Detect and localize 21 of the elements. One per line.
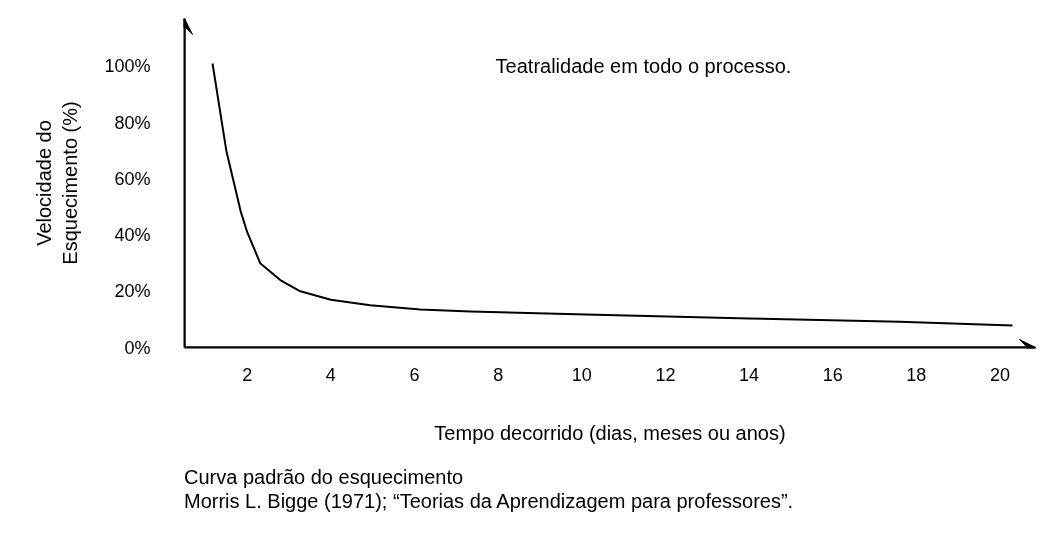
- x-tick-label: 6: [409, 364, 420, 385]
- y-axis-title: Velocidade do Esquecimento (%): [33, 101, 82, 265]
- x-tick-label: 20: [989, 364, 1010, 385]
- text: Morris L. Bigge (1971); “Teorias da Aprendizagem para professores”.: [184, 490, 794, 512]
- x-tick-label: 2: [242, 364, 253, 385]
- text: Teatralidade em todo o processo.: [495, 55, 792, 78]
- x-tick-label: 10: [571, 364, 592, 385]
- x-axis-title: Tempo decorrido (dias, meses ou anos): [434, 421, 786, 444]
- x-tick-label: 18: [906, 364, 927, 385]
- y-tick-label: 100%: [104, 56, 151, 77]
- y-tick-label: 60%: [114, 168, 151, 189]
- text: Curva padrão do esquecimento: [184, 466, 464, 488]
- x-tick-label: 14: [739, 364, 760, 385]
- y-tick-label: 40%: [114, 225, 151, 246]
- x-tick-label: 8: [493, 364, 504, 385]
- x-tick-label: 16: [822, 364, 843, 385]
- y-tick-label: 80%: [114, 112, 151, 133]
- x-tick-label: 12: [655, 364, 676, 385]
- y-tick-label: 20%: [114, 281, 151, 302]
- y-tick-label: 0%: [124, 337, 151, 358]
- x-tick-label: 4: [325, 364, 336, 385]
